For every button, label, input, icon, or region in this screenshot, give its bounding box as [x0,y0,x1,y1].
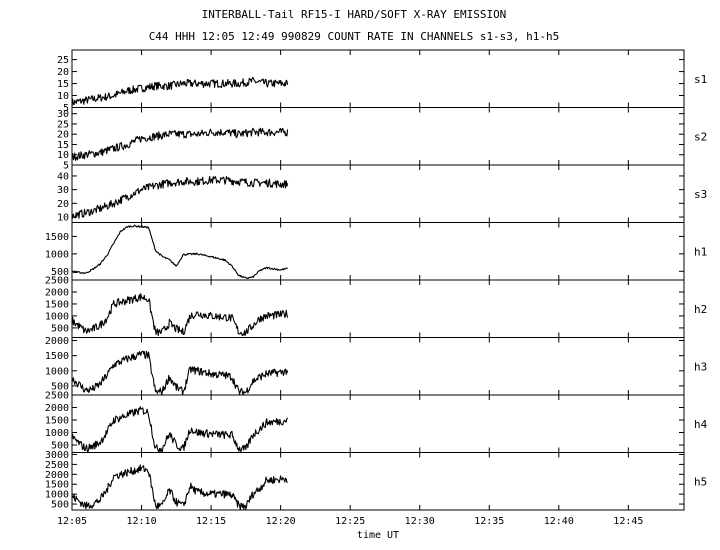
panel-frame [71,279,685,338]
y-tick-label: 2500 [45,460,69,471]
x-tick-label: 12:10 [126,516,156,527]
x-tick-label: 12:25 [335,516,365,527]
y-tick-label: 2000 [45,336,69,347]
series-h5 [71,464,288,511]
y-tick-label: 15 [57,79,69,90]
panel-label-h1: h1 [694,245,707,258]
y-tick-label: 25 [57,119,69,130]
y-tick-label: 1500 [45,351,69,362]
panel-frame [71,222,685,281]
y-tick-label: 1500 [45,480,69,491]
y-tick-label: 1500 [45,232,69,243]
panel-label-s3: s3 [694,188,707,201]
series-h1 [71,224,288,280]
y-tick-label: 10 [57,150,69,161]
panel-h1: 500 1000 1500 h1 [45,222,707,281]
y-tick-label: 40 [57,171,69,182]
y-tick-label: 500 [51,267,69,278]
y-tick-label: 5 [63,103,69,114]
series-s1 [71,76,289,107]
y-tick-label: 500 [51,500,69,511]
panel-label-h4: h4 [694,418,708,431]
panels-group: 510152025s151015202530s210203040s3500100… [45,49,708,511]
panel-frame [71,49,685,108]
x-tick-label: 12:15 [196,516,226,527]
series-s2 [71,127,289,161]
series-h3 [71,350,289,396]
y-tick-label: 2500 [45,276,69,287]
x-axis-title: time UT [357,530,399,541]
y-tick-label: 20 [57,199,69,210]
x-axis: 12:05 12:10 12:15 12:20 12:25 12:30 12:35 12:40… [57,516,643,527]
panel-frame [71,107,685,166]
chart-title: INTERBALL-Tail RF15-I HARD/SOFT X-RAY EM… [202,8,507,21]
y-tick-label: 5 [63,161,69,172]
y-tick-label: 2000 [45,403,69,414]
y-tick-label: 30 [57,185,69,196]
y-tick-label: 500 [51,381,69,392]
panel-h3: 500 1000 1500 2000 h3 [45,336,707,396]
y-tick-label: 10 [57,91,69,102]
y-tick-label: 3000 [45,450,69,461]
y-tick-label: 10 [57,213,69,224]
chart-subtitle: C44 HHH 12:05 12:49 990829 COUNT RATE IN… [149,30,560,43]
series-s3 [71,175,289,220]
x-tick-label: 12:30 [405,516,435,527]
x-tick-label: 12:20 [266,516,296,527]
x-tick-label: 12:35 [474,516,504,527]
panel-label-s2: s2 [694,130,707,143]
y-tick-label: 500 [51,323,69,334]
y-tick-label: 1000 [45,490,69,501]
y-tick-label: 25 [57,55,69,66]
panel-label-h2: h2 [694,303,707,316]
y-tick-label: 2000 [45,287,69,298]
panel-frame [71,337,685,396]
y-tick-label: 1000 [45,366,69,377]
panel-frame [71,164,685,223]
y-tick-label: 1500 [45,416,69,427]
panel-s3: 10 20 30 40 s3 [57,164,707,224]
y-tick-label: 1000 [45,249,69,260]
panel-label-s1: s1 [694,73,707,86]
series-h4 [71,406,289,453]
y-tick-label: 1500 [45,299,69,310]
x-tick-label: 12:45 [613,516,643,527]
y-tick-label: 20 [57,130,69,141]
x-tick-label: 12:40 [544,516,574,527]
panel-label-h3: h3 [694,360,707,373]
y-tick-label: 500 [51,441,69,452]
panel-label-h5: h5 [694,475,707,488]
y-tick-label: 1000 [45,428,69,439]
y-tick-label: 15 [57,140,69,151]
panel-frame [71,394,685,453]
y-tick-label: 2000 [45,470,69,481]
series-h2 [71,293,289,337]
y-tick-label: 30 [57,109,69,120]
x-tick-label: 12:05 [57,516,87,527]
y-tick-label: 20 [57,67,69,78]
y-tick-label: 1000 [45,311,69,322]
panel-frame [71,452,685,511]
y-tick-label: 2500 [45,391,69,402]
